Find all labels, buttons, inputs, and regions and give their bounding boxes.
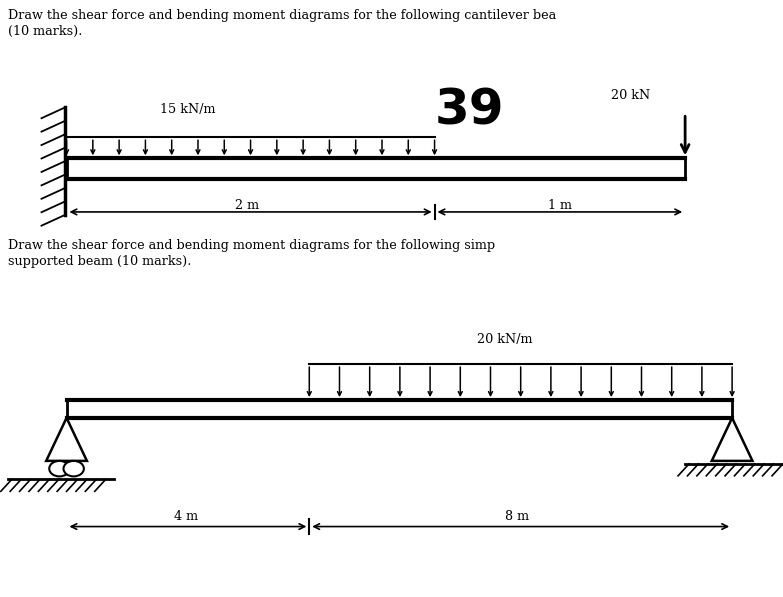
Polygon shape [46,418,87,461]
Text: 2 m: 2 m [235,199,258,213]
Text: 4 m: 4 m [175,510,198,523]
Circle shape [63,461,84,476]
Text: Draw the shear force and bending moment diagrams for the following cantilever be: Draw the shear force and bending moment … [8,9,556,22]
Text: 15 kN/m: 15 kN/m [161,103,215,116]
Text: 20 kN: 20 kN [611,89,650,102]
Text: (10 marks).: (10 marks). [8,25,82,38]
Circle shape [49,461,70,476]
Text: 20 kN/m: 20 kN/m [478,333,532,346]
Text: supported beam (10 marks).: supported beam (10 marks). [8,255,191,268]
Text: 1 m: 1 m [548,199,572,213]
Bar [67,158,685,179]
Bar [67,400,732,418]
Text: Draw the shear force and bending moment diagrams for the following simp: Draw the shear force and bending moment … [8,239,495,252]
Polygon shape [712,418,752,461]
Text: 8 m: 8 m [505,510,529,523]
Text: 39: 39 [435,87,504,134]
